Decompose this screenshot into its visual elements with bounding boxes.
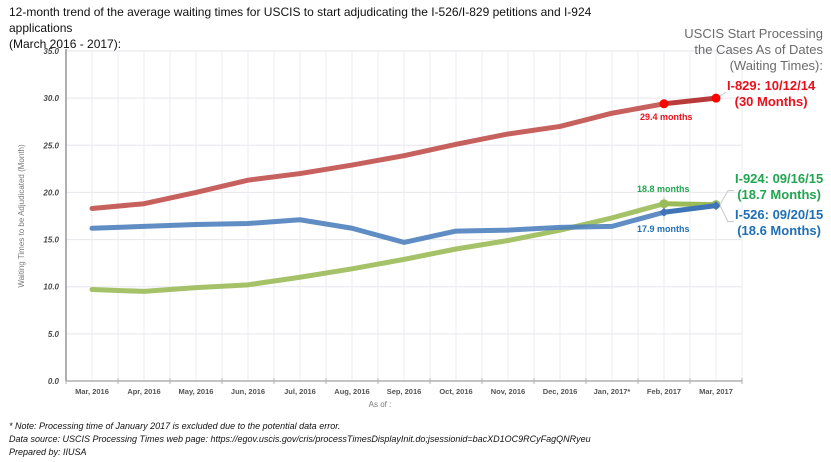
y-tick-label: 0.0 [48,377,60,386]
y-tick-label: 30.0 [43,94,59,103]
axes [65,49,743,384]
y-axis-label: Waiting Times to be Adjudicated (Month) [17,144,26,288]
y-tick-label: 20.0 [42,188,59,197]
right-header: USCIS Start Processing the Cases As of D… [623,26,823,74]
footnotes: * Note: Processing time of January 2017 … [9,420,591,459]
callout-lines [663,91,734,223]
annotation-i829-months: (30 Months) [734,94,808,109]
point-label-i829-feb: 29.4 months [640,112,693,122]
annotation-i924: I-924: 09/16/15 (18.7 Months) [735,171,823,203]
series-final-segment-i-829 [661,95,719,107]
x-tick-label: May, 2016 [179,387,214,396]
data-point-i-924 [659,199,669,209]
y-tick-label: 25.0 [42,141,59,150]
y-tick-label: 35.0 [43,47,59,56]
x-tick-label: Sep, 2016 [387,387,422,396]
annotation-i829-date: I-829: 10/12/14 [727,78,816,93]
chart-title-line-1: 12-month trend of the average waiting ti… [9,5,592,35]
x-tick-label: Oct, 2016 [439,387,472,396]
annotation-i526-date: I-526: 09/20/15 [735,207,824,222]
x-tick-label: Nov, 2016 [491,387,525,396]
x-axis-label: As of : [369,400,392,409]
grid [66,50,743,381]
right-header-line-3: (Waiting Times): [729,58,823,73]
x-tick-label: Jul, 2016 [284,387,316,396]
annotation-i526: I-526: 09/20/15 (18.6 Months) [735,207,823,239]
y-tick-label: 10.0 [43,283,59,292]
x-tick-label: Jun, 2016 [231,387,265,396]
series-final-segment-i-526 [661,203,719,215]
data-point-i-526 [711,201,721,211]
footnote-source: Data source: USCIS Processing Times web … [9,434,591,444]
y-tick-labels: 0.0 5.0 10.0 15.0 20.0 25.0 30.0 35.0 [42,47,59,386]
x-tick-label: Aug, 2016 [334,387,369,396]
footnote-note: * Note: Processing time of January 2017 … [9,421,341,431]
chart-title-line-2: (March 2016 - 2017): [9,37,122,51]
x-tick-label: Apr, 2016 [127,387,160,396]
footnote-prepared-by: Prepared by: IIUSA [9,447,87,457]
x-tick-label: Jan, 2017* [594,387,631,396]
data-point-i-526 [659,207,669,217]
series-lines [89,93,721,294]
annotation-i924-months: (18.7 Months) [737,187,821,202]
data-point-i-829 [659,99,669,109]
annotation-i829: I-829: 10/12/14 (30 Months) [727,78,815,110]
data-point-i-829 [711,93,721,103]
x-tick-labels: Mar, 2016 Apr, 2016 May, 2016 Jun, 2016 Jul,… [75,387,733,396]
point-label-i924-feb: 18.8 months [637,184,690,194]
point-label-i526-feb: 17.9 months [637,224,690,234]
y-tick-label: 15.0 [43,236,59,245]
callout-i924 [719,190,734,205]
chart-title: 12-month trend of the average waiting ti… [9,4,629,52]
series-line-i-526 [89,209,667,245]
x-tick-label: Feb, 2017 [647,387,681,396]
right-header-line-1: USCIS Start Processing [684,26,823,41]
right-header-line-2: the Cases As of Dates [694,42,823,57]
callout-i829 [719,91,727,97]
annotation-i924-date: I-924: 09/16/15 [735,171,824,186]
x-tick-label: Dec, 2016 [543,387,578,396]
y-tick-label: 5.0 [48,330,60,339]
series-line-i-829 [89,101,667,211]
x-tick-label: Mar, 2016 [75,387,109,396]
annotation-i526-months: (18.6 Months) [737,223,821,238]
x-tick-label: Mar, 2017 [699,387,733,396]
callout-i526 [719,205,734,223]
